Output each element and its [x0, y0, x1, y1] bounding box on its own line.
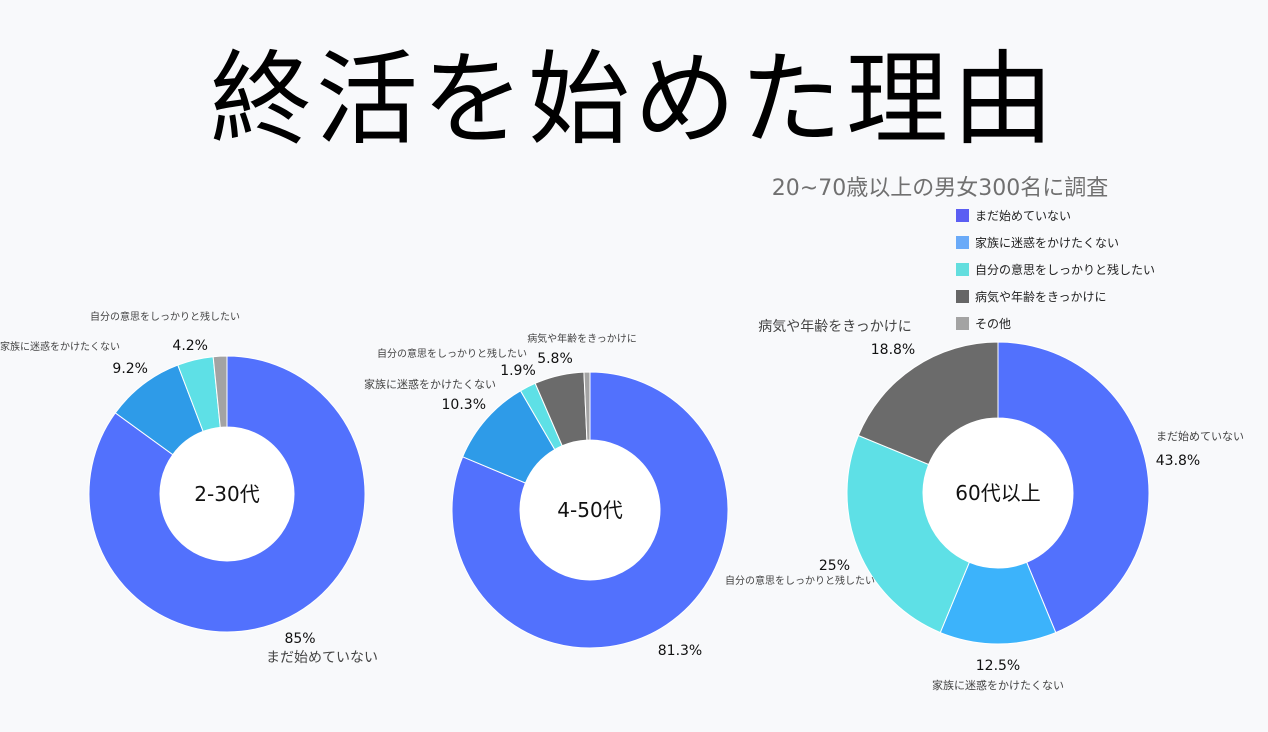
slice-value-label: 4.2%: [172, 338, 208, 354]
legend-item[interactable]: その他: [956, 310, 1155, 337]
donut-center-label: 2-30代: [194, 482, 259, 506]
slice-value-label: 12.5%: [976, 658, 1020, 674]
legend-label: その他: [975, 317, 1012, 331]
slice-value-label: 25%: [819, 558, 850, 574]
donut-hole: [923, 418, 1073, 568]
slice-value-label: 5.8%: [537, 351, 573, 367]
donut-center-label: 4-50代: [557, 498, 622, 522]
legend-item[interactable]: まだ始めていない: [956, 202, 1155, 229]
legend-label: まだ始めていない: [975, 209, 1072, 223]
legend-label: 家族に迷惑をかけたくない: [975, 236, 1120, 250]
donut-center-label: 60代以上: [955, 481, 1040, 505]
slice-value-label: 85%: [284, 631, 315, 647]
slice-value-label: 81.3%: [658, 643, 702, 659]
legend-swatch: [956, 317, 969, 330]
slice-category-label: 病気や年齢をきっかけに: [758, 319, 911, 335]
slice-value-label: 10.3%: [442, 397, 486, 413]
slice-category-label: 家族に迷惑をかけたくない: [932, 678, 1064, 692]
donut-hole: [520, 440, 660, 580]
slice-value-label: 43.8%: [1156, 453, 1200, 469]
slice-category-label: 自分の意思をしっかりと残したい: [90, 310, 240, 323]
slice-value-label: 9.2%: [112, 361, 148, 377]
slice-category-label: 家族に迷惑をかけたくない: [364, 377, 496, 391]
chart-legend: まだ始めていない 家族に迷惑をかけたくない 自分の意思をしっかりと残したい 病気…: [956, 202, 1155, 337]
slice-category-label: 病気や年齢をきっかけに: [527, 332, 637, 345]
legend-label: 病気や年齢をきっかけに: [975, 290, 1107, 304]
legend-swatch: [956, 290, 969, 303]
legend-swatch: [956, 236, 969, 249]
legend-swatch: [956, 263, 969, 276]
slice-value-label: 1.9%: [500, 363, 536, 379]
slice-category-label: まだ始めていない: [266, 650, 378, 666]
legend-item[interactable]: 家族に迷惑をかけたくない: [956, 229, 1155, 256]
slice-category-label: まだ始めていない: [1156, 429, 1244, 443]
legend-item[interactable]: 自分の意思をしっかりと残したい: [956, 256, 1155, 283]
slice-value-label: 18.8%: [871, 342, 915, 358]
legend-label: 自分の意思をしっかりと残したい: [975, 263, 1156, 277]
page-subtitle: 20~70歳以上の男女300名に調査: [771, 176, 1109, 201]
page-title: 終活を始めた理由: [210, 41, 1058, 160]
legend-item[interactable]: 病気や年齢をきっかけに: [956, 283, 1155, 310]
legend-swatch: [956, 209, 969, 222]
slice-category-label: 家族に迷惑をかけたくない: [0, 340, 120, 353]
slice-category-label: 自分の意思をしっかりと残したい: [377, 347, 527, 360]
slice-category-label: 自分の意思をしっかりと残したい: [725, 574, 875, 587]
donut-hole: [160, 427, 294, 561]
